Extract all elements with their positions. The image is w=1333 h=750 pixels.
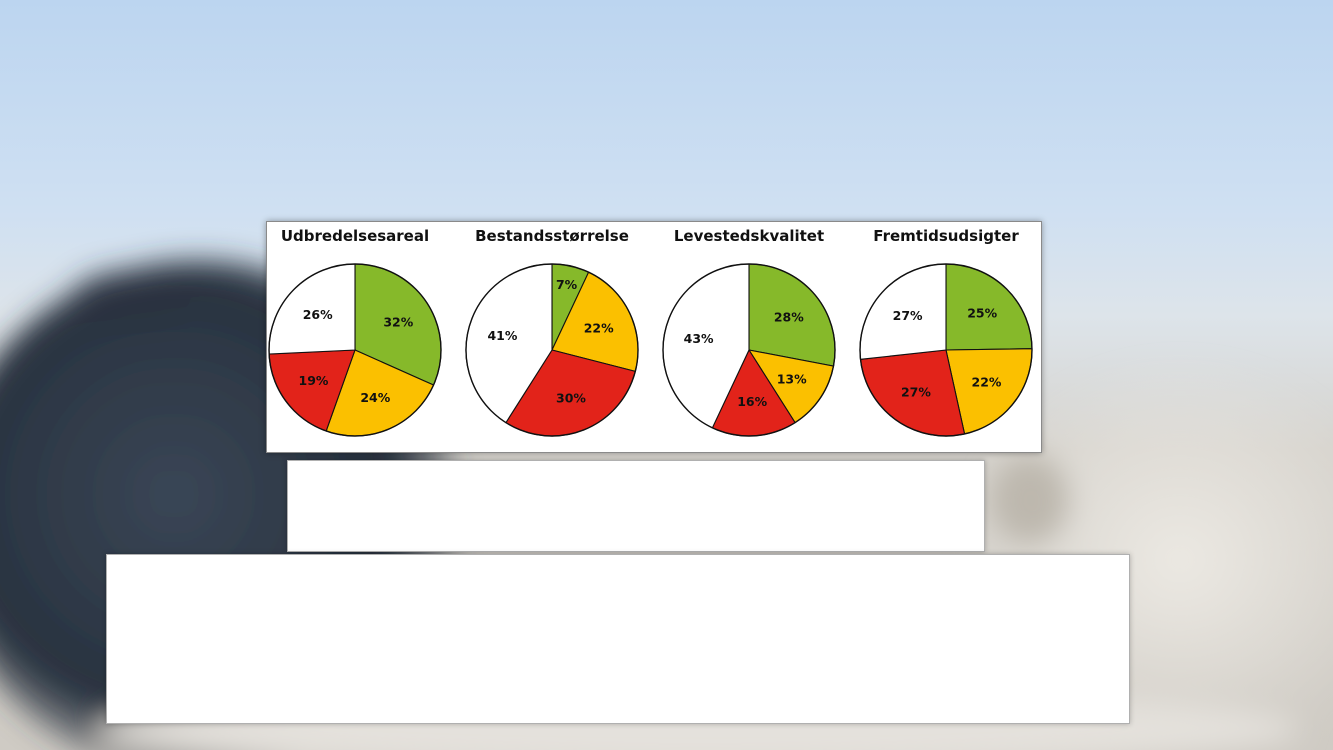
pie-slice-label: 27%: [893, 308, 923, 323]
pie-slice-label: 22%: [972, 375, 1002, 390]
pie-slice-label: 7%: [556, 277, 578, 292]
pie-chart-3: Levestedskvalitet 28% 13% 16% 43%: [662, 227, 836, 437]
pie-outline: [859, 263, 1033, 437]
pie-slice-label: 32%: [383, 314, 413, 329]
pie-chart-2: Bestandsstørrelse 7% 22% 30% 41%: [465, 227, 639, 437]
pie-chart-1: Udbredelsesareal 32% 24% 19% 26%: [268, 227, 442, 437]
pie-slice-label: 24%: [360, 390, 390, 405]
pie-slice-label: 16%: [737, 394, 767, 409]
blank-text-box-lower: [106, 554, 1130, 724]
pie-charts: Udbredelsesareal 32% 24% 19% 26% Bestandsstør…: [268, 227, 1033, 437]
pie-title-1: Udbredelsesareal: [281, 227, 429, 245]
pie-outline: [465, 263, 639, 437]
blank-text-box-upper: [287, 460, 985, 552]
pie-outline: [662, 263, 836, 437]
pie-slice-label: 30%: [556, 391, 586, 406]
pie-slice-label: 13%: [777, 372, 807, 387]
pie-slice-label: 26%: [303, 307, 333, 322]
pie-chart-panel: Udbredelsesareal 32% 24% 19% 26% Bestandsstør…: [266, 221, 1042, 453]
pie-slice-label: 28%: [774, 310, 804, 325]
pie-chart-4: Fremtidsudsigter 25% 22% 27% 27%: [859, 227, 1033, 437]
pie-slice-label: 25%: [967, 306, 997, 321]
pie-title-4: Fremtidsudsigter: [873, 227, 1019, 245]
pie-slice-label: 27%: [901, 384, 931, 399]
pie-title-3: Levestedskvalitet: [674, 227, 824, 245]
pie-outline: [268, 263, 442, 437]
pie-slice-label: 41%: [487, 328, 517, 343]
pie-slice-label: 43%: [684, 331, 714, 346]
pie-slice-label: 19%: [299, 373, 329, 388]
pie-title-2: Bestandsstørrelse: [475, 227, 629, 245]
pie-slice-label: 22%: [584, 321, 614, 336]
